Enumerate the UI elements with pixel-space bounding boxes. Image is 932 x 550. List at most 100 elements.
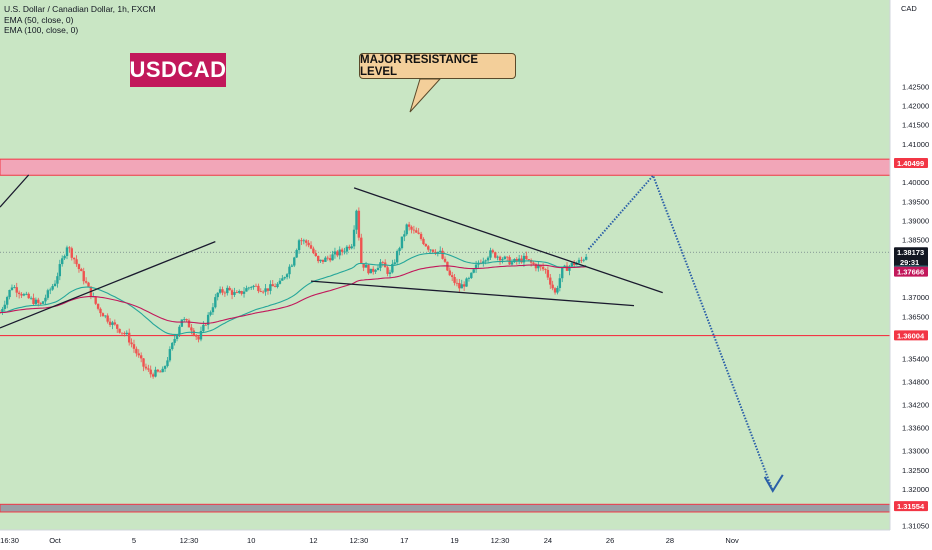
candle-body — [491, 250, 495, 253]
candle-body — [376, 267, 380, 271]
price-tag-value: 1.31554 — [897, 502, 925, 511]
candle-body — [374, 270, 377, 272]
candle-body — [465, 278, 468, 287]
candle-body — [142, 358, 145, 367]
candle-body — [264, 288, 267, 292]
x-tick-label: 17 — [400, 536, 408, 545]
candle-body — [350, 246, 353, 249]
candle-body — [582, 259, 585, 261]
candle-body — [506, 256, 509, 258]
price-tag-value: 1.40499 — [897, 159, 924, 168]
candle-body — [223, 292, 227, 294]
y-tick-label: 1.42500 — [902, 82, 929, 91]
candle-body — [37, 299, 40, 303]
y-tick-label: 1.34200 — [902, 401, 929, 410]
candle-body — [125, 332, 129, 335]
candle-body — [448, 270, 451, 276]
candle-body — [513, 259, 516, 263]
candle-body — [226, 287, 229, 294]
candle-body — [455, 282, 459, 284]
candle-body — [180, 319, 184, 327]
candle-body — [72, 257, 76, 260]
candle-body — [439, 250, 442, 252]
candle-body — [362, 263, 365, 268]
candle-body — [340, 249, 344, 252]
candle-body — [345, 246, 349, 252]
candle-body — [46, 290, 50, 298]
candle-body — [367, 264, 370, 274]
candle-body — [295, 250, 298, 258]
candle-body — [116, 324, 119, 329]
currency-label: CAD — [901, 4, 917, 13]
candle-body — [185, 319, 188, 321]
y-tick-label: 1.37000 — [902, 293, 929, 302]
y-tick-label: 1.38500 — [902, 236, 929, 245]
candle-body — [187, 320, 191, 328]
candle-body — [252, 285, 255, 288]
y-tick-label: 1.41000 — [902, 140, 929, 149]
candle-body — [147, 368, 150, 370]
y-tick-label: 1.39500 — [902, 197, 929, 206]
candle-body — [5, 297, 9, 305]
candle-body — [324, 257, 327, 262]
candle-body — [553, 288, 557, 293]
x-tick-label: Oct — [49, 536, 62, 545]
candle-body — [211, 307, 215, 313]
candle-body — [135, 348, 138, 354]
candle-body — [168, 349, 172, 361]
time-axis-bg — [0, 530, 890, 550]
candle-body — [228, 287, 231, 291]
candle-body — [429, 249, 432, 251]
price-tag-value: 1.38173 — [897, 248, 924, 257]
candle-body — [525, 255, 528, 260]
y-tick-label: 1.34800 — [902, 378, 929, 387]
candle-body — [355, 210, 358, 230]
candle-body — [173, 339, 176, 343]
candle-body — [570, 262, 574, 267]
candle-body — [13, 287, 16, 289]
candle-body — [450, 275, 454, 278]
candle-body — [544, 269, 547, 270]
price-tag-bg — [894, 330, 928, 341]
candle-body — [206, 314, 210, 325]
trendline-descending-resistance — [353, 187, 663, 294]
candle-body — [424, 244, 428, 247]
candle-body — [202, 324, 205, 331]
candle-body — [156, 369, 160, 372]
candle-body — [51, 286, 54, 290]
price-tag-resistance: 1.40499 — [894, 158, 928, 169]
candle-body — [498, 256, 502, 261]
candle-body — [254, 285, 258, 287]
candle-body — [427, 246, 430, 250]
candle-body — [357, 210, 361, 238]
candle-body — [151, 374, 155, 377]
candle-body — [63, 256, 66, 259]
candle-body — [577, 259, 581, 263]
candle-body — [132, 344, 136, 349]
price-tag-value: 1.36004 — [897, 331, 925, 340]
candle-body — [283, 277, 286, 279]
candle-body — [398, 248, 401, 252]
candle-body — [154, 369, 157, 377]
candle-body — [503, 256, 507, 260]
candle-body — [99, 308, 102, 314]
candle-body — [84, 281, 88, 283]
x-tick-label: Nov — [725, 536, 739, 545]
price-tag-value: 1.37666 — [897, 268, 924, 277]
candle-body — [314, 253, 318, 256]
candle-body — [520, 258, 523, 263]
candle-body — [412, 229, 416, 231]
countdown-label: 29:31 — [900, 258, 919, 267]
price-tag-target: 1.31554 — [894, 501, 928, 512]
candle-body — [118, 328, 121, 333]
candle-body — [178, 326, 181, 335]
x-tick-label: 5 — [132, 536, 136, 545]
candle-body — [407, 224, 411, 227]
y-tick-label: 1.33000 — [902, 447, 929, 456]
candle-body — [527, 259, 530, 260]
x-tick-label: 10 — [247, 536, 255, 545]
callout-pointer — [409, 78, 442, 113]
